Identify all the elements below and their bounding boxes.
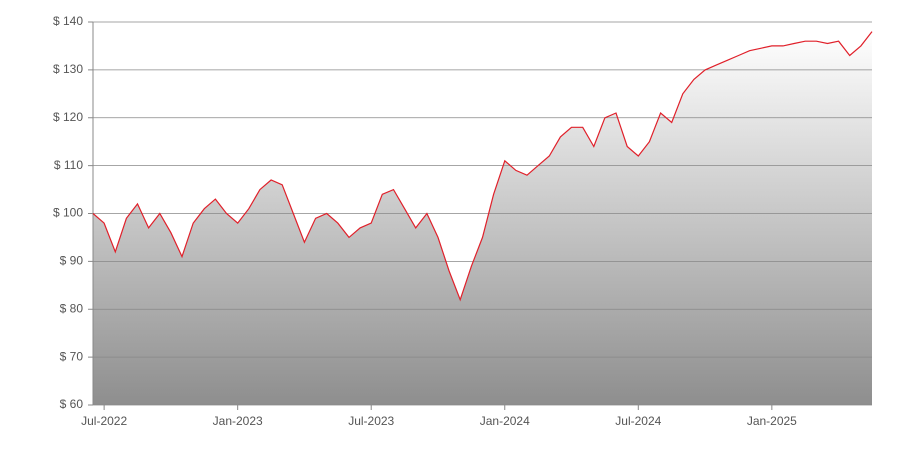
y-tick-label: $ 60 [60, 397, 84, 411]
y-tick-label: $ 120 [53, 110, 83, 124]
y-tick-label: $ 70 [60, 349, 84, 363]
y-tick-label: $ 110 [54, 158, 83, 172]
y-tick-label: $ 140 [53, 14, 83, 28]
x-tick-label: Jul-2023 [348, 414, 394, 428]
x-tick-label: Jan-2024 [480, 414, 530, 428]
price-line [92, 31, 873, 302]
x-tick-label: Jul-2024 [615, 414, 661, 428]
x-tick-label: Jan-2023 [213, 414, 263, 428]
y-tick-label: $ 100 [53, 206, 83, 220]
y-tick-label: $ 90 [60, 254, 84, 268]
x-tick-label: Jan-2025 [747, 414, 797, 428]
area-fill [93, 31, 872, 405]
y-tick-label: $ 80 [60, 301, 84, 315]
x-tick-label: Jul-2022 [81, 414, 127, 428]
y-tick-label: $ 130 [53, 62, 83, 76]
